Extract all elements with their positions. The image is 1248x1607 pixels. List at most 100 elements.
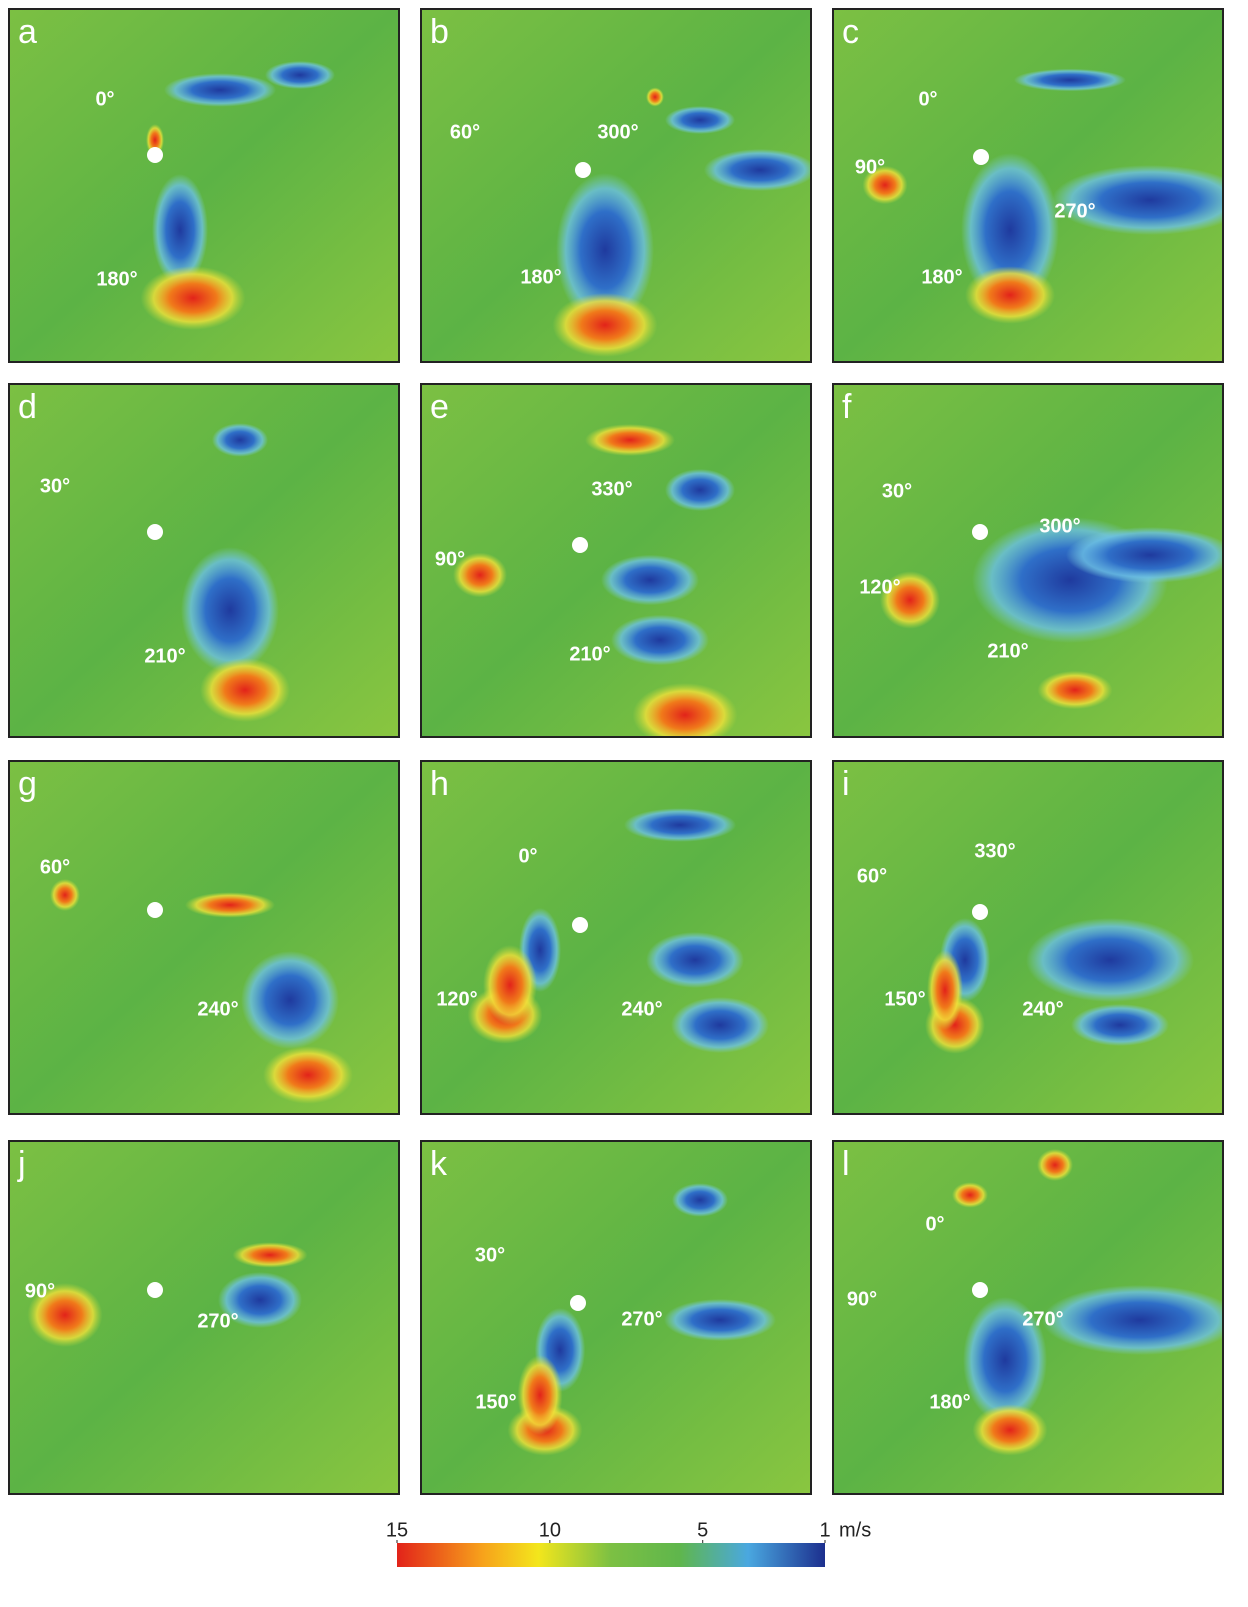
angle-label: 330° xyxy=(591,478,632,500)
angle-label: 270° xyxy=(1054,200,1095,222)
low-velocity-region xyxy=(665,106,735,134)
angle-label: 300° xyxy=(1039,515,1080,537)
panel: h0°120°240° xyxy=(420,760,812,1115)
panel-letter: g xyxy=(18,765,37,803)
angle-label: 0° xyxy=(918,88,937,110)
cylinder xyxy=(972,904,988,920)
low-velocity-region xyxy=(181,547,279,673)
angle-label: 210° xyxy=(569,643,610,665)
cylinder xyxy=(572,537,588,553)
angle-label: 90° xyxy=(435,548,465,570)
low-velocity-region xyxy=(672,1183,728,1217)
angle-label: 90° xyxy=(847,1288,877,1310)
low-velocity-region xyxy=(664,1299,776,1341)
high-velocity-region xyxy=(973,1404,1048,1455)
angle-label: 0° xyxy=(925,1213,944,1235)
cylinder xyxy=(575,162,591,178)
panel-letter: a xyxy=(18,13,37,51)
high-velocity-region xyxy=(1038,671,1113,709)
panel-letter: h xyxy=(430,765,449,803)
angle-label: 0° xyxy=(95,88,114,110)
colorbar-tick-label: 10 xyxy=(539,1519,561,1541)
panel: e 330° 90° 210° xyxy=(420,383,812,747)
colorbar-tick-label: 5 xyxy=(697,1519,708,1541)
angle-label: 180° xyxy=(96,268,137,290)
low-velocity-region xyxy=(265,61,335,89)
low-velocity-region xyxy=(646,932,744,988)
angle-label: 0° xyxy=(518,845,537,867)
figure: a 0° 180° b 60° 300° 180° c 0° 90° 270° 180° d 30° 210… xyxy=(0,0,1248,1602)
flow-field xyxy=(420,760,812,1115)
panel-letter: b xyxy=(430,13,449,51)
colorbar-unit: m/s xyxy=(839,1519,871,1541)
low-velocity-region xyxy=(671,997,769,1053)
panel-letter: c xyxy=(842,13,859,51)
high-velocity-region xyxy=(646,87,664,106)
high-velocity-region xyxy=(518,1355,563,1435)
angle-label: 180° xyxy=(921,266,962,288)
panel-letter: k xyxy=(430,1145,448,1183)
cylinder xyxy=(572,917,588,933)
angle-label: 60° xyxy=(450,121,480,143)
high-velocity-region xyxy=(1037,1149,1073,1181)
high-velocity-region xyxy=(965,266,1055,324)
angle-label: 300° xyxy=(597,121,638,143)
angle-label: 270° xyxy=(1022,1308,1063,1330)
panel: j90°270° xyxy=(8,1140,400,1495)
panel-letter: l xyxy=(842,1145,850,1183)
angle-label: 180° xyxy=(929,1391,970,1413)
high-velocity-region xyxy=(50,879,80,911)
high-velocity-region xyxy=(141,266,246,330)
angle-label: 30° xyxy=(882,480,912,502)
high-velocity-region xyxy=(927,950,963,1030)
cylinder xyxy=(973,149,989,165)
low-velocity-region xyxy=(212,423,268,457)
angle-label: 210° xyxy=(987,640,1028,662)
high-velocity-region xyxy=(263,1046,353,1104)
low-velocity-region xyxy=(624,808,736,842)
low-velocity-region xyxy=(1042,1285,1238,1355)
angle-label: 30° xyxy=(40,475,70,497)
high-velocity-region xyxy=(585,424,675,456)
panel-letter: i xyxy=(842,765,850,803)
low-velocity-region xyxy=(1026,918,1194,1002)
high-velocity-region xyxy=(952,1182,988,1208)
cylinder xyxy=(972,1282,988,1298)
colorbar xyxy=(397,1543,825,1567)
angle-label: 180° xyxy=(520,266,561,288)
panel: f30°300°120°210° xyxy=(832,383,1234,738)
colorbar-tick-label: 1 xyxy=(819,1519,830,1541)
low-velocity-region xyxy=(241,951,339,1049)
low-velocity-region xyxy=(601,555,699,605)
panel-letter: e xyxy=(430,388,449,426)
page: {"panels": [ {"letter": "a", "angles": [… xyxy=(0,0,1248,1602)
colorbar-tick-label: 15 xyxy=(386,1519,408,1541)
panel: g60°240° xyxy=(8,760,400,1115)
panel-letter: d xyxy=(18,388,37,426)
high-velocity-region xyxy=(233,1242,308,1268)
angle-label: 150° xyxy=(884,988,925,1010)
high-velocity-region xyxy=(483,945,537,1025)
angle-label: 270° xyxy=(197,1310,238,1332)
angle-label: 120° xyxy=(859,576,900,598)
angle-label: 330° xyxy=(974,840,1015,862)
low-velocity-region xyxy=(704,149,816,191)
cylinder xyxy=(147,147,163,163)
angle-label: 240° xyxy=(621,998,662,1020)
panel: l 0° 90° 270° 180° xyxy=(832,1140,1238,1495)
low-velocity-region xyxy=(1014,69,1126,91)
angle-label: 270° xyxy=(621,1308,662,1330)
low-velocity-region xyxy=(1071,1004,1169,1046)
panel-letter: j xyxy=(17,1145,26,1183)
angle-label: 90° xyxy=(855,156,885,178)
cylinder xyxy=(147,902,163,918)
angle-label: 240° xyxy=(197,998,238,1020)
cylinder xyxy=(570,1295,586,1311)
cylinder xyxy=(147,1282,163,1298)
low-velocity-region xyxy=(665,469,735,511)
low-velocity-region xyxy=(164,73,276,107)
angle-label: 210° xyxy=(144,645,185,667)
low-velocity-region xyxy=(611,615,709,665)
panel: k30°270°150° xyxy=(420,1140,812,1495)
